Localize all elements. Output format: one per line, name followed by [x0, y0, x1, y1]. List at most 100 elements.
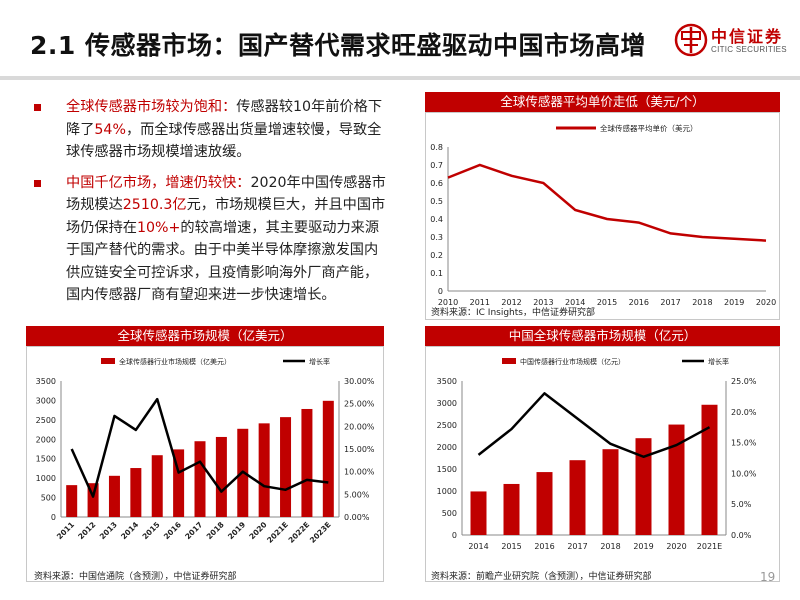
- bar: [66, 485, 78, 517]
- chart-title: 全球传感器平均单价走低（美元/个）: [425, 92, 780, 112]
- x-tick-label: 2011: [470, 298, 490, 307]
- bullet-item: 全球传感器市场较为饱和：传感器较10年前价格下降了54%，而全球传感器出货量增速…: [34, 96, 389, 164]
- x-tick-label: 2018: [205, 520, 226, 541]
- x-tick-label: 2020: [666, 542, 686, 551]
- chart-frame: 全球传感器平均单价（美元） 0 0.1 0.2 0.3 0.4 0.5 0.6 0.7 0.8 20…: [425, 112, 780, 320]
- y-tick-label-left: 1000: [437, 487, 457, 496]
- highlight-text: 10%+: [136, 219, 181, 236]
- bar: [503, 483, 520, 535]
- global-market-chart: 全球传感器行业市场规模（亿美元） 增长率 0 500 1000 1500 2000 2500 3…: [36, 357, 375, 545]
- x-tick-label: 2017: [567, 542, 587, 551]
- series-line: [447, 163, 767, 242]
- x-tick-label: 2019: [226, 520, 247, 541]
- highlight-text: 2510.3亿: [122, 197, 187, 213]
- y-tick-label: 0.3: [430, 233, 443, 242]
- legend-label: 增长率: [708, 357, 729, 366]
- x-tick-label: 2015: [501, 542, 521, 551]
- bullet-square-icon: [34, 104, 41, 111]
- y-tick-label-left: 3000: [36, 396, 56, 405]
- y-tick-label-left: 1000: [36, 474, 56, 483]
- y-tick-label-right: 25.0%: [731, 377, 757, 386]
- bar: [668, 424, 685, 535]
- bullet-square-icon: [34, 179, 41, 187]
- x-tick-label: 2019: [633, 542, 653, 551]
- x-tick-label: 2022E: [287, 520, 312, 545]
- y-tick-label-left: 2000: [437, 443, 457, 452]
- legend-label: 增长率: [309, 357, 330, 366]
- x-tick-label: 2014: [119, 520, 140, 541]
- y-tick-label: 0.2: [430, 251, 443, 260]
- highlight-text: 全球传感器市场较为饱和：: [66, 99, 237, 115]
- y-tick-label-right: 0.0%: [731, 531, 752, 540]
- body-text: 的较高增速，其主要驱动力来源于国产替代的需求。由于中美半导体摩擦激发国内供应链安…: [66, 219, 380, 304]
- y-tick-label-left: 3500: [36, 377, 56, 386]
- y-tick-label-left: 1500: [437, 465, 457, 474]
- chart-source: 资料来源：IC Insights，中信证券研究部: [431, 308, 595, 318]
- bar: [173, 449, 185, 517]
- chart-title: 全球传感器市场规模（亿美元）: [26, 326, 384, 346]
- bar: [258, 423, 270, 517]
- x-tick-label: 2011: [55, 520, 76, 541]
- y-tick-label-left: 3500: [437, 377, 457, 386]
- logo-english-name: CITIC SECURITIES: [711, 45, 787, 54]
- bar: [280, 417, 292, 517]
- header-divider: [0, 76, 800, 80]
- y-tick-label-right: 15.00%: [344, 445, 375, 454]
- bar: [701, 404, 718, 535]
- y-tick-label-right: 25.00%: [344, 400, 375, 409]
- legend-label: 全球传感器行业市场规模（亿美元）: [119, 357, 231, 366]
- x-tick-label: 2021E: [265, 520, 290, 545]
- y-tick-label-left: 2500: [437, 421, 457, 430]
- x-tick-label: 2021E: [697, 542, 722, 551]
- y-tick-label-left: 2500: [36, 416, 56, 425]
- chart-frame: 全球传感器行业市场规模（亿美元） 增长率 0 500 1000 1500 2000 2500 3…: [26, 346, 384, 582]
- x-tick-label: 2012: [501, 298, 521, 307]
- chart-china: 中国全球传感器市场规模（亿元） 中国传感器行业市场规模（亿元） 增长率 0 500 10…: [425, 326, 780, 582]
- x-tick-label: 2015: [141, 520, 162, 541]
- x-tick-label: 2023E: [308, 520, 333, 545]
- bullet-item: 中国千亿市场，增速仍较快：2020年中国传感器市场规模达2510.3亿元，市场规…: [34, 172, 389, 307]
- slide-header: 2.1 传感器市场：国产替代需求旺盛驱动中国市场高增 中信证券 CITIC SE…: [0, 0, 800, 76]
- page-number: 19: [760, 570, 776, 584]
- body-text: 元，市场规模巨大，并且中国市场仍保持在: [66, 197, 386, 236]
- bar: [215, 436, 227, 517]
- bar: [301, 408, 313, 517]
- y-tick-label: 0: [438, 287, 443, 296]
- y-tick-label: 0.7: [430, 161, 443, 170]
- y-tick-label-left: 500: [442, 509, 457, 518]
- y-tick-label-left: 3000: [437, 399, 457, 408]
- y-tick-label-left: 0: [51, 513, 56, 522]
- legend-bar-swatch: [101, 358, 115, 364]
- x-tick-label: 2013: [98, 520, 119, 541]
- body-text: 2020年中国传感器市场规模达: [66, 174, 386, 214]
- bar: [130, 468, 142, 517]
- x-tick-label: 2010: [438, 298, 458, 307]
- y-tick-label-right: 10.0%: [731, 469, 757, 478]
- bar: [470, 491, 487, 535]
- price-line-chart: 全球传感器平均单价（美元） 0 0.1 0.2 0.3 0.4 0.5 0.6 0.7 0.8 20…: [430, 123, 776, 307]
- x-tick-label: 2020: [756, 298, 776, 307]
- chart-title: 中国全球传感器市场规模（亿元）: [425, 326, 780, 346]
- slide-title: 2.1 传感器市场：国产替代需求旺盛驱动中国市场高增: [30, 31, 646, 60]
- citic-logo-icon: [674, 23, 708, 57]
- x-tick-label: 2015: [597, 298, 617, 307]
- x-tick-label: 2016: [534, 542, 554, 551]
- x-tick-label: 2012: [76, 520, 97, 541]
- x-tick-label: 2013: [533, 298, 553, 307]
- x-tick-label: 2019: [724, 298, 744, 307]
- y-tick-label-right: 15.0%: [731, 439, 757, 448]
- chart-source: 资料来源：前瞻产业研究院（含预测），中信证券研究部: [431, 572, 652, 582]
- chart-frame: 中国传感器行业市场规模（亿元） 增长率 0 500 1000 1500 2000 2500 30…: [425, 346, 780, 582]
- x-tick-label: 2017: [660, 298, 680, 307]
- y-tick-label-right: 30.00%: [344, 377, 375, 386]
- logo-chinese-name: 中信证券: [711, 27, 784, 46]
- y-tick-label-right: 20.00%: [344, 422, 375, 431]
- bar: [322, 400, 334, 517]
- growth-line: [70, 397, 329, 498]
- x-tick-label: 2018: [692, 298, 712, 307]
- chart-source: 资料来源：中国信通院（含预测），中信证券研究部: [34, 572, 237, 582]
- legend-bar-swatch: [502, 358, 516, 364]
- y-tick-label-left: 1500: [36, 455, 56, 464]
- y-tick-label: 0.5: [430, 197, 443, 206]
- y-tick-label-right: 5.0%: [731, 500, 752, 509]
